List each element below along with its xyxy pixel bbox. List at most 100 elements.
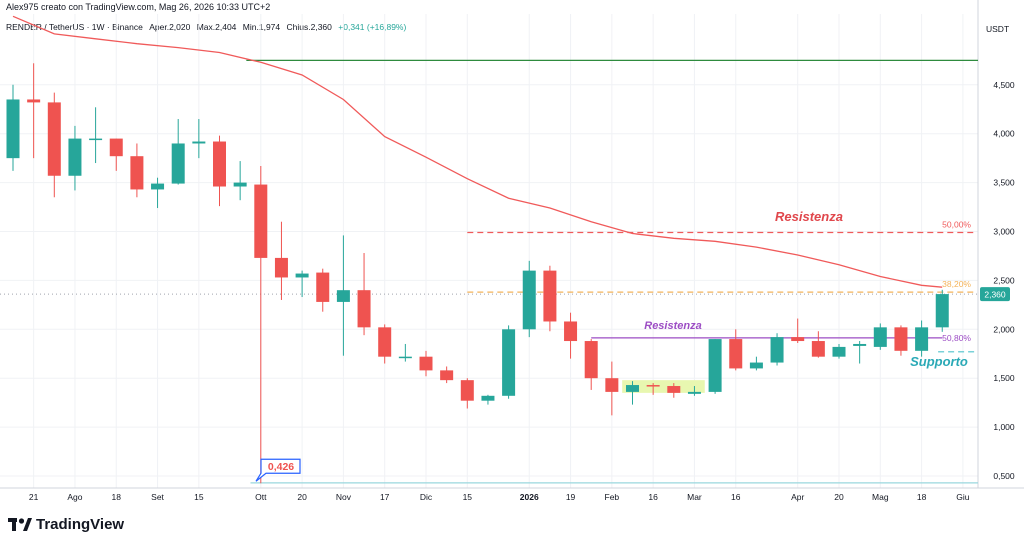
candle [894, 325, 908, 356]
x-tick-label: 20 [297, 492, 307, 502]
candle [873, 323, 887, 350]
y-tick-label: 2,500 [993, 275, 1015, 285]
x-tick-label: 15 [194, 492, 204, 502]
candle-body [502, 329, 516, 396]
candle [935, 289, 949, 332]
y-tick-label: 3,000 [993, 227, 1015, 237]
candle [109, 138, 123, 171]
candle-body [109, 138, 123, 157]
high-value: Max.2,404 [196, 22, 237, 32]
candle [27, 63, 41, 159]
x-tick-label: Set [151, 492, 164, 502]
candle-body [564, 321, 578, 342]
candle [626, 381, 639, 405]
candle [398, 343, 412, 362]
x-tick-label: Dic [420, 492, 433, 502]
candle [6, 84, 20, 171]
candle [378, 324, 392, 364]
candle-body [460, 380, 474, 401]
candle-body [47, 102, 61, 176]
y-tick-label: 4,000 [993, 129, 1015, 139]
candle-body [27, 99, 41, 103]
chart-header: Alex975 creato con TradingView.com, Mag … [6, 2, 270, 12]
fib-23-label: 50,80% [942, 333, 971, 343]
fib-50-label: 50,00% [942, 219, 971, 229]
candle [502, 325, 516, 399]
candle [419, 350, 433, 377]
moving-average-line [12, 15, 943, 288]
candle-body [151, 183, 165, 190]
x-tick-label: 16 [731, 492, 741, 502]
candle-body [791, 337, 805, 342]
candle [605, 361, 619, 416]
candle-body [708, 339, 722, 392]
candle [749, 356, 763, 371]
last-price-label: 2,360 [984, 290, 1006, 300]
x-tick-label: Feb [605, 492, 620, 502]
supporto-label: Supporto [910, 354, 968, 369]
candle [130, 143, 144, 198]
candle [522, 260, 536, 338]
candle [254, 165, 268, 484]
candle-body [729, 339, 743, 369]
y-tick-label: 3,500 [993, 178, 1015, 188]
candle [832, 343, 846, 359]
candle [440, 366, 454, 384]
candles [6, 63, 949, 484]
candle-body [398, 356, 412, 359]
candle-body [481, 395, 495, 401]
candle-body [419, 356, 433, 371]
x-tick-label: Nov [336, 492, 352, 502]
brand-name: TradingView [36, 516, 125, 533]
candle-body [130, 156, 144, 190]
resistenza-top-label: Resistenza [775, 209, 843, 224]
x-tick-label: 21 [29, 492, 39, 502]
x-tick-label: 18 [917, 492, 927, 502]
close-value: Chius.2,360 [286, 22, 332, 32]
candle-body [853, 343, 867, 346]
candle-body [295, 273, 309, 278]
candle [915, 320, 929, 357]
x-tick-label: Giu [956, 492, 970, 502]
candle-body [626, 385, 639, 392]
change-value: +0,341 (+16,89%) [338, 22, 407, 32]
tradingview-brand[interactable]: TradingView [8, 516, 124, 533]
y-tick-label: 1,500 [993, 373, 1015, 383]
candle-body [667, 386, 681, 393]
candle-body [336, 290, 350, 302]
candle-body [316, 272, 330, 302]
x-tick-label: 20 [834, 492, 844, 502]
x-tick-label: 19 [566, 492, 576, 502]
x-tick-label: Mar [687, 492, 702, 502]
low-callout-box [255, 458, 301, 482]
candle [791, 318, 805, 343]
candle-body [254, 184, 268, 258]
candle [89, 107, 103, 164]
symbol-legend: RENDER / TetherUS · 1W · Binance Aper.2,… [6, 22, 406, 32]
candle-body [233, 182, 247, 187]
candle [584, 339, 598, 390]
candle-body [770, 337, 784, 363]
candle [295, 270, 309, 298]
candle [481, 394, 495, 405]
x-tick-label: 2026 [520, 492, 539, 502]
candle [564, 312, 578, 359]
last-price-tag [980, 287, 1010, 302]
candle-body [357, 290, 371, 328]
x-tick-label: 17 [380, 492, 390, 502]
candle [171, 119, 185, 185]
x-tick-label: Apr [791, 492, 804, 502]
x-tick-label: Mag [872, 492, 889, 502]
candle-body [192, 141, 206, 144]
candle [233, 161, 247, 201]
grid [0, 14, 978, 488]
candle [460, 378, 474, 409]
candle [357, 253, 371, 336]
resistenza-mid-label: Resistenza [644, 320, 701, 332]
tradingview-logo-icon [8, 517, 32, 532]
y-tick-label: 1,000 [993, 422, 1015, 432]
candle-body [584, 341, 598, 379]
candle [68, 125, 82, 191]
low-value: Min.1,974 [242, 22, 281, 32]
